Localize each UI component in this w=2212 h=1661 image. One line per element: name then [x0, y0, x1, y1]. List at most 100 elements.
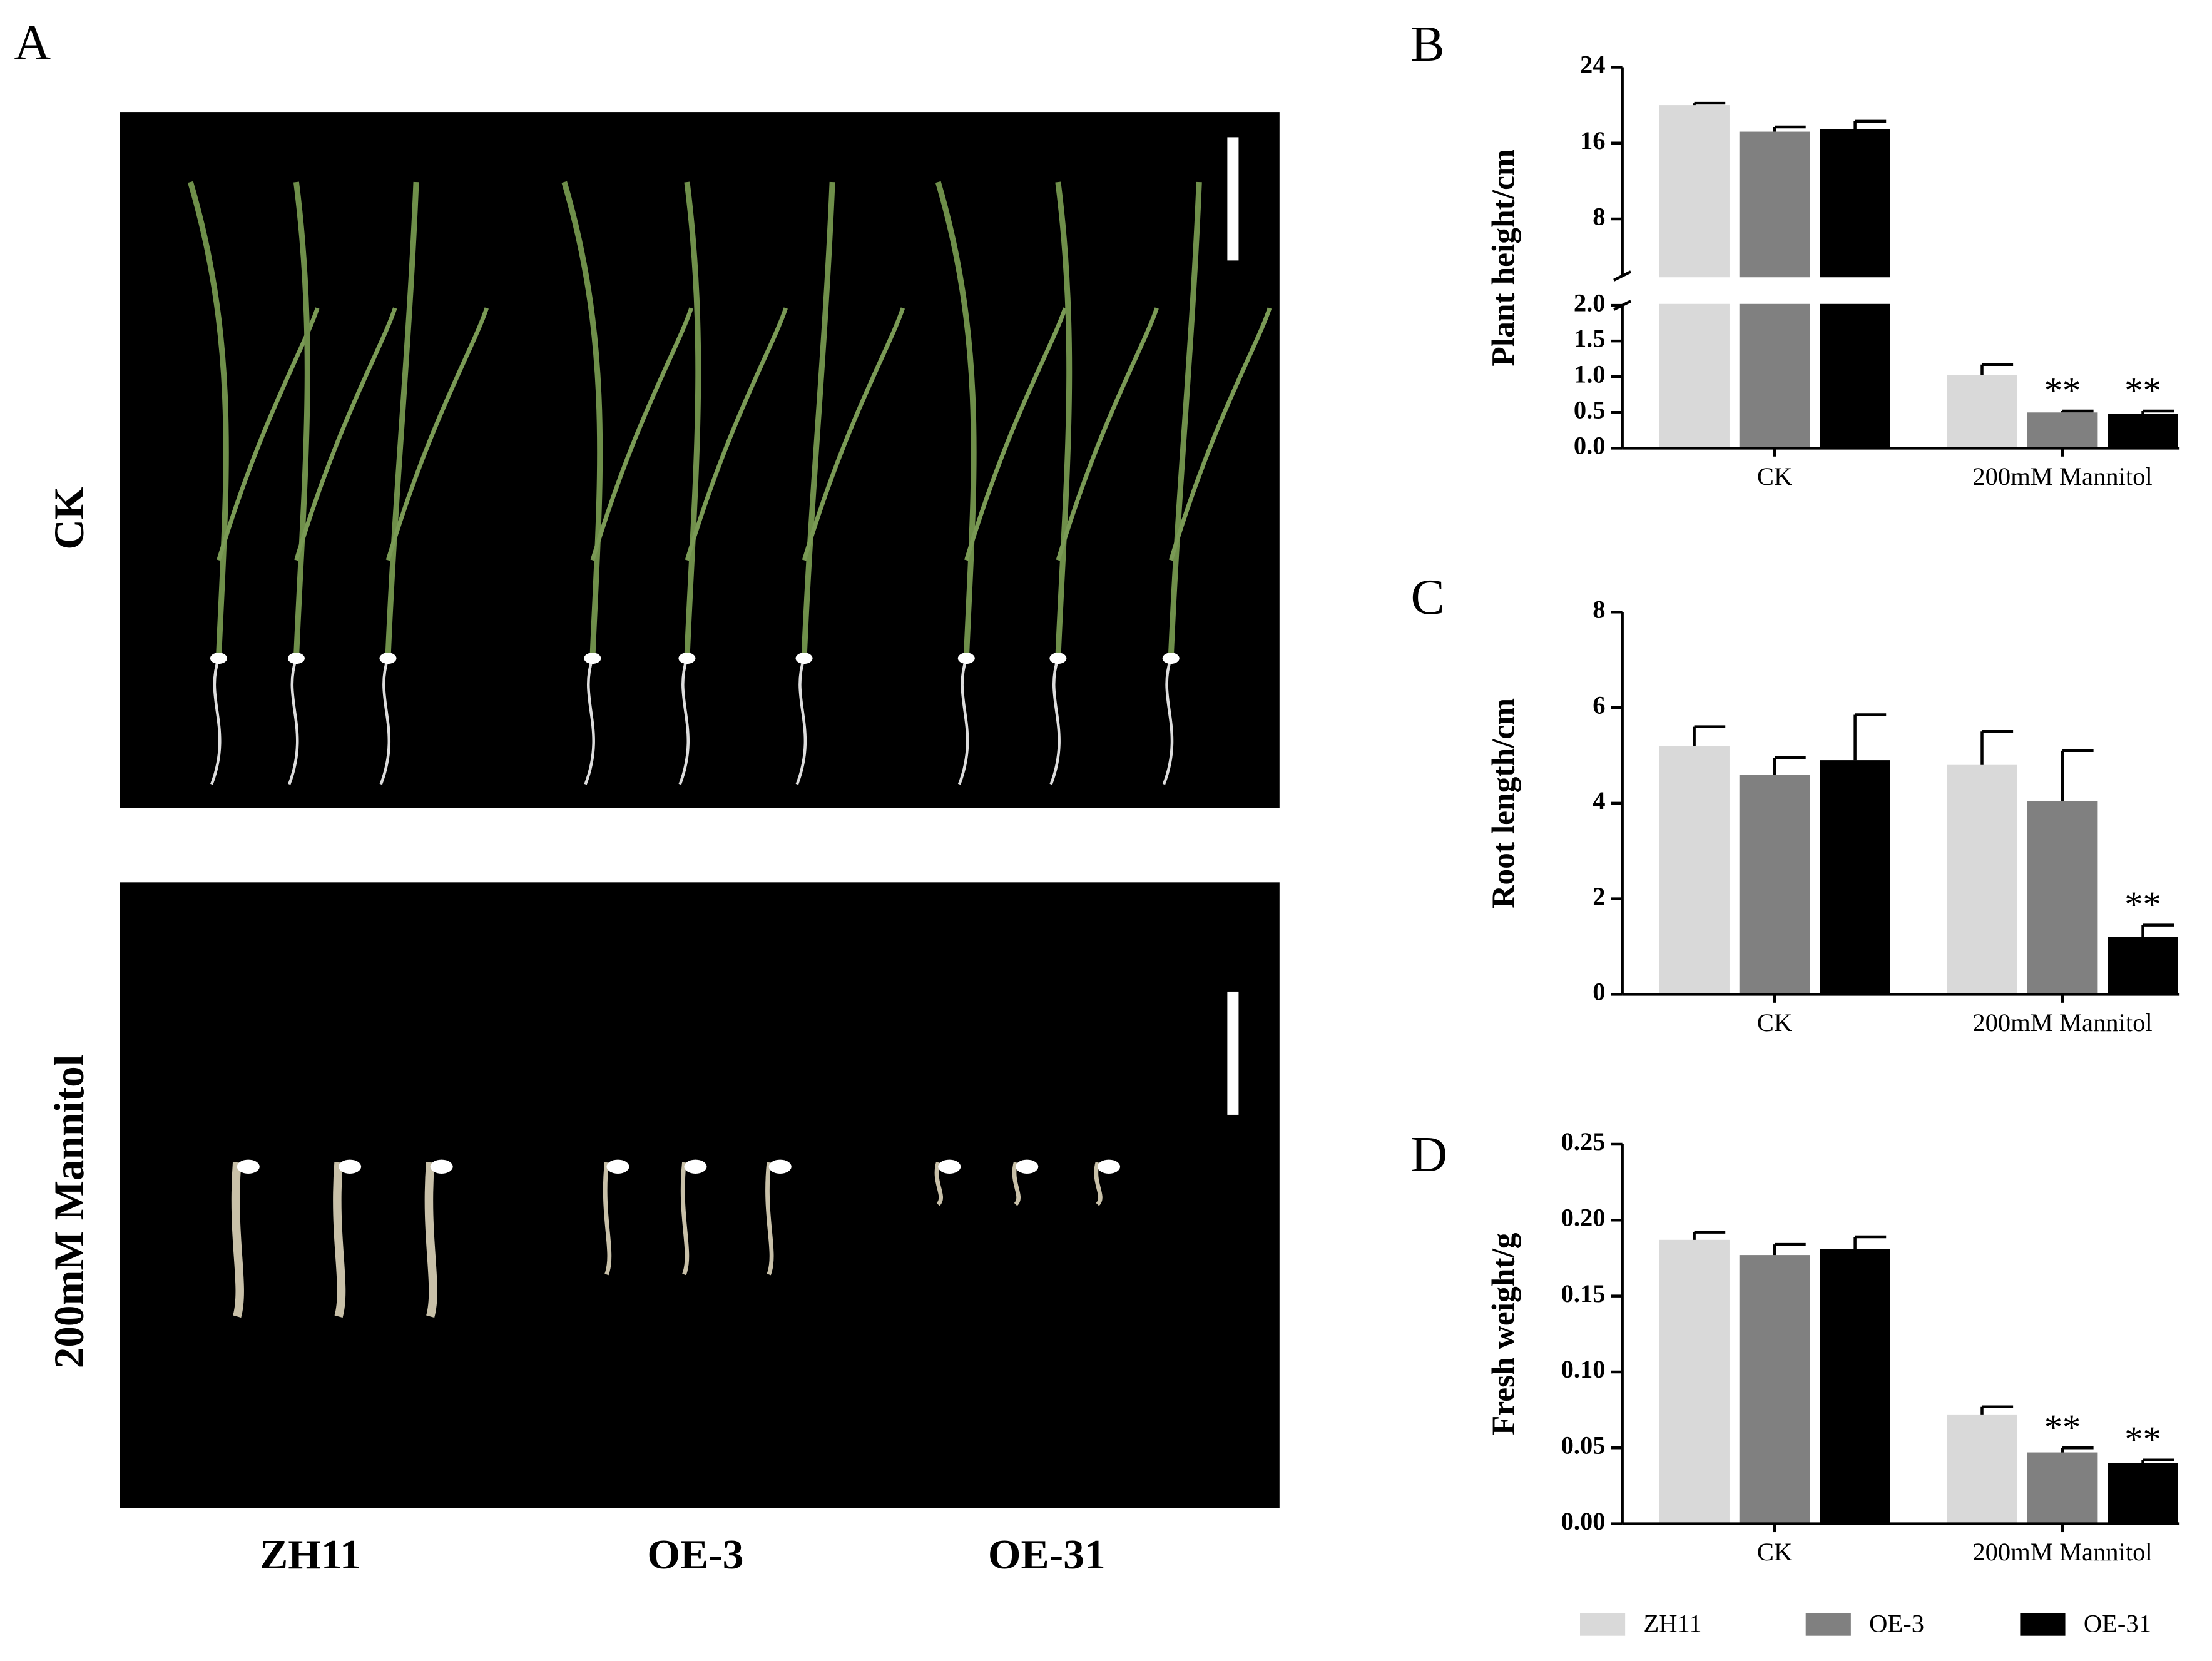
seed	[678, 653, 696, 664]
column-label: ZH11	[260, 1531, 361, 1578]
y-tick-label: 16	[1580, 126, 1606, 155]
panel-label: D	[1410, 1127, 1447, 1182]
y-tick-label: 0.15	[1561, 1279, 1606, 1308]
seed	[957, 653, 975, 664]
photo-mannitol	[120, 882, 1280, 1508]
row-label: CK	[46, 487, 93, 550]
legend-label: OE-3	[1869, 1609, 1924, 1637]
bar	[1947, 1414, 2017, 1524]
seed	[379, 653, 397, 664]
error-bar	[1853, 119, 1887, 130]
root	[1162, 658, 1174, 785]
stem	[424, 1162, 437, 1318]
x-tick-label: CK	[1757, 1538, 1792, 1566]
stem	[231, 1162, 244, 1318]
x-tick-label: 200mM Mannitol	[1972, 1538, 2152, 1566]
y-tick-label: 0.20	[1561, 1204, 1606, 1232]
scale-bar	[1227, 991, 1239, 1115]
error-bar	[1980, 1405, 2014, 1415]
error-bar	[1773, 125, 1806, 132]
stem	[1012, 1162, 1021, 1206]
bar	[2027, 412, 2098, 449]
error-bar	[2141, 923, 2174, 937]
legend-swatch	[2020, 1613, 2066, 1636]
bar	[2108, 1463, 2178, 1524]
leaf	[684, 181, 701, 659]
bar	[1820, 760, 1890, 995]
leaf	[802, 307, 905, 561]
scale-bar	[1227, 137, 1239, 261]
root	[210, 658, 222, 785]
root	[957, 658, 969, 785]
error-bar	[1980, 363, 2014, 375]
seed	[1162, 653, 1180, 664]
seed	[606, 1159, 629, 1174]
root	[678, 658, 690, 785]
error-bar	[2061, 749, 2094, 801]
error-bar	[1693, 725, 1726, 746]
x-tick-label: CK	[1757, 462, 1792, 490]
panel-label: A	[14, 15, 51, 71]
seedlings	[188, 181, 1272, 1318]
bar	[1659, 1239, 1730, 1524]
y-tick-label: 0.10	[1561, 1355, 1606, 1383]
leaf	[293, 181, 310, 659]
y-tick-label: 8	[1593, 596, 1605, 624]
root	[1049, 658, 1061, 785]
seed	[1097, 1159, 1121, 1174]
significance: **	[2124, 884, 2161, 925]
bar	[1659, 105, 1730, 449]
y-tick-label: 0	[1593, 978, 1605, 1006]
y-tick-label: 2	[1593, 882, 1605, 910]
legend-swatch	[1580, 1613, 1626, 1636]
y-tick-label: 0.25	[1561, 1127, 1606, 1156]
seed	[287, 653, 305, 664]
error-bar	[1853, 1235, 1887, 1249]
stem	[603, 1162, 612, 1276]
y-tick-label: 1.5	[1574, 324, 1606, 352]
x-tick-label: 200mM Mannitol	[1972, 1008, 2152, 1037]
leaf	[188, 181, 229, 659]
bar	[2027, 801, 2098, 995]
bar	[2108, 937, 2178, 995]
x-tick-label: 200mM Mannitol	[1972, 462, 2152, 490]
y-tick-label: 1.0	[1574, 360, 1606, 389]
seed	[684, 1159, 707, 1174]
error-bar	[2061, 1446, 2094, 1453]
seed	[795, 653, 813, 664]
y-tick-label: 24	[1580, 51, 1606, 79]
bar	[1947, 375, 2017, 449]
bar	[1947, 764, 2017, 995]
significance: **	[2124, 1419, 2161, 1460]
significance: **	[2124, 370, 2161, 411]
bar	[1820, 1249, 1890, 1524]
panel-label: B	[1410, 16, 1444, 72]
leaf	[685, 307, 788, 561]
seed	[768, 1159, 792, 1174]
root	[584, 658, 595, 785]
seed	[938, 1159, 961, 1174]
bar	[2027, 1452, 2098, 1524]
leaf	[217, 307, 320, 561]
error-bar	[2141, 409, 2174, 414]
x-tick-label: CK	[1757, 1008, 1792, 1037]
leaf	[385, 307, 489, 561]
leaf	[385, 181, 419, 659]
leaf	[964, 307, 1068, 561]
leaf	[1055, 181, 1073, 659]
panel-label: C	[1410, 569, 1444, 625]
error-bar	[2061, 409, 2094, 413]
stem	[333, 1162, 346, 1318]
y-tick-label: 8	[1593, 202, 1605, 230]
row-label: 200mM Mannitol	[46, 1055, 93, 1369]
seed	[584, 653, 601, 664]
axis-break-gap	[1608, 277, 2183, 304]
error-bar	[2141, 1458, 2174, 1463]
error-bar	[1853, 713, 1887, 761]
leaf	[935, 181, 977, 659]
y-tick-label: 2.0	[1574, 288, 1606, 317]
significance: **	[2044, 370, 2081, 411]
leaf	[1056, 307, 1159, 561]
seed	[210, 653, 227, 664]
